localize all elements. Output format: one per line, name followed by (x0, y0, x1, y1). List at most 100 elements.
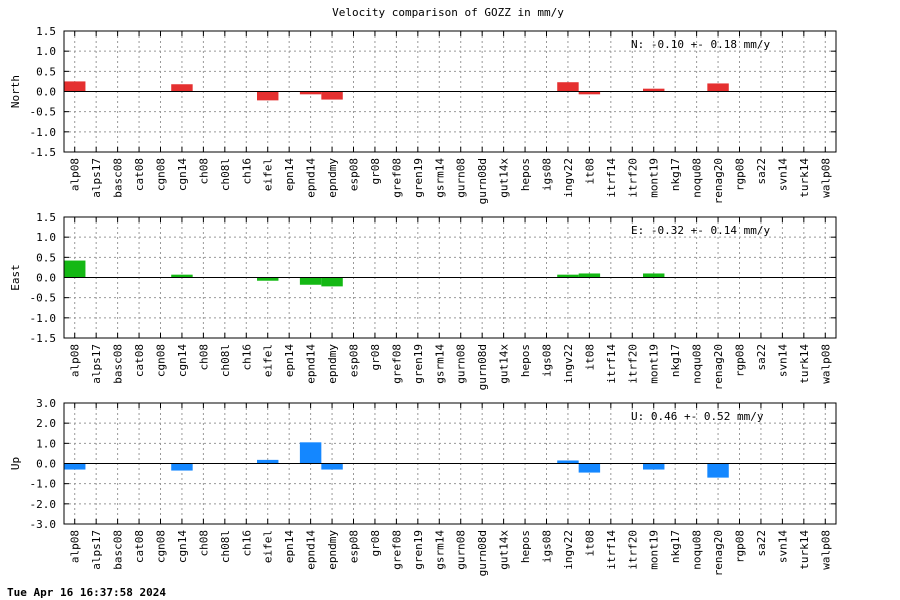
x-tick-label: eifel (262, 530, 275, 563)
x-tick-label: epndmy (326, 344, 339, 384)
stats-annotation: N: -0.10 +- 0.18 mm/y (631, 38, 770, 51)
x-tick-label: ingv22 (562, 530, 575, 570)
x-tick-label: alps17 (90, 158, 103, 198)
x-tick-label: gurn08d (476, 344, 489, 390)
x-tick-label: mont19 (648, 158, 661, 198)
x-tick-label: itrf20 (626, 530, 639, 570)
y-tick-label: -1.0 (30, 478, 57, 491)
x-tick-label: gsrm14 (433, 530, 446, 570)
y-tick-label: -1.5 (30, 332, 57, 345)
x-tick-label: itrf14 (605, 158, 618, 198)
x-tick-label: alp08 (69, 530, 82, 563)
y-tick-label: 0.5 (36, 65, 56, 78)
x-tick-label: basc08 (112, 344, 125, 384)
x-tick-label: ch16 (240, 158, 253, 185)
x-tick-label: ch16 (240, 530, 253, 557)
x-tick-label: noqu08 (691, 158, 704, 198)
x-tick-label: gref08 (390, 530, 403, 570)
x-tick-label: it08 (583, 344, 596, 371)
x-tick-label: cgn14 (176, 530, 189, 563)
x-tick-label: cat08 (133, 158, 146, 191)
x-tick-label: gut14x (498, 344, 511, 384)
x-tick-label: ch16 (240, 344, 253, 371)
x-tick-label: gsrm14 (433, 344, 446, 384)
bar-east-it08 (578, 273, 601, 278)
y-tick-label: 2.0 (36, 417, 56, 430)
x-tick-label: eifel (262, 344, 275, 377)
x-tick-label: gurn08 (455, 530, 468, 570)
bar-up-epnd14 (299, 442, 322, 464)
x-tick-label: eifel (262, 158, 275, 191)
panel-north: 1.5 1.0 0.5 0.0 -0.5 -1.0 -1.5 alp08 alps17 basc0… (9, 25, 837, 204)
x-tick-label: noqu08 (691, 530, 704, 570)
x-tick-label: renag20 (712, 344, 725, 390)
y-tick-label: -0.5 (30, 106, 57, 119)
bar-north-epndmy (321, 91, 343, 100)
bar-up-epndmy (321, 463, 343, 470)
x-tick-label: cat08 (133, 530, 146, 563)
bar-north-alp08 (64, 81, 86, 92)
x-tick-label: nkg17 (669, 344, 682, 377)
x-tick-label: epndmy (326, 530, 339, 570)
bar-up-alp08 (64, 463, 86, 470)
y-axis-label: East (9, 264, 22, 291)
x-tick-label: turk14 (798, 530, 811, 570)
x-tick-label: itrf20 (626, 158, 639, 198)
y-tick-label: 3.0 (36, 397, 56, 410)
x-tick-label: renag20 (712, 530, 725, 576)
x-tick-label: ch08 (197, 530, 210, 557)
x-tick-label: gurn08d (476, 158, 489, 204)
x-tick-label: turk14 (798, 344, 811, 384)
x-tick-label: rgp08 (734, 344, 747, 377)
x-tick-label: svn14 (776, 344, 789, 377)
x-tick-label: gref08 (390, 158, 403, 198)
x-tick-label: igs08 (541, 158, 554, 191)
x-tick-label: sa22 (755, 530, 768, 557)
x-tick-label: alps17 (90, 344, 103, 384)
x-tick-label: epn14 (283, 530, 296, 563)
y-tick-label: 1.5 (36, 25, 56, 38)
chart-panels: 1.5 1.0 0.5 0.0 -0.5 -1.0 -1.5 alp08 alps17 basc0… (9, 25, 837, 576)
x-tick-label: walp08 (819, 344, 832, 384)
x-tick-label: cgn14 (176, 158, 189, 191)
x-tick-label: rgp08 (734, 530, 747, 563)
x-tick-label: itrf14 (605, 530, 618, 570)
x-tick-label: gurn08d (476, 530, 489, 576)
x-tick-label: gurn08 (455, 344, 468, 384)
bar-north-epnd14 (299, 91, 322, 95)
y-tick-label: -3.0 (30, 518, 57, 531)
x-tick-label: mont19 (648, 344, 661, 384)
x-tick-label: igs08 (541, 530, 554, 563)
x-tick-label: ch08l (219, 344, 232, 377)
x-tick-label: epnd14 (305, 344, 318, 384)
x-tick-label: epnd14 (305, 158, 318, 198)
x-tick-label: epndmy (326, 158, 339, 198)
x-tick-label: svn14 (776, 158, 789, 191)
x-tick-label: svn14 (776, 530, 789, 563)
x-tick-label: gut14x (498, 530, 511, 570)
x-tick-label: ch08 (197, 344, 210, 371)
x-tick-label: sa22 (755, 344, 768, 371)
x-tick-label: gsrm14 (433, 158, 446, 198)
x-tick-label: esp08 (348, 158, 361, 191)
x-tick-label: alps17 (90, 530, 103, 570)
plot-frame (63, 402, 837, 525)
x-tick-label: it08 (583, 530, 596, 557)
y-axis-label: Up (9, 457, 22, 470)
x-tick-label: ch08l (219, 530, 232, 563)
y-tick-label: 1.0 (36, 231, 56, 244)
bar-east-eifel (257, 277, 279, 281)
x-tick-label: esp08 (348, 344, 361, 377)
x-tick-label: hepos (519, 344, 532, 377)
x-tick-label: turk14 (798, 158, 811, 198)
bar-north-cgn14 (171, 84, 193, 92)
x-tick-label: cgn08 (155, 530, 168, 563)
x-tick-label: epnd14 (305, 530, 318, 570)
bar-north-mont19 (643, 88, 665, 92)
x-tick-label: igs08 (541, 344, 554, 377)
x-tick-label: gr08 (369, 158, 382, 185)
plot-frame (63, 216, 837, 339)
x-tick-label: cgn08 (155, 344, 168, 377)
x-tick-label: itrf20 (626, 344, 639, 384)
